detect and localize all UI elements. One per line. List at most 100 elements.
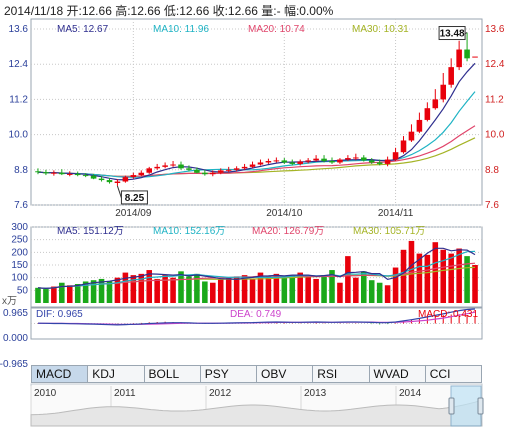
candle-body [440, 84, 447, 100]
extreme-label-box [120, 190, 148, 205]
navigator-left-handle[interactable] [448, 397, 455, 415]
candle-body [35, 171, 41, 173]
volume-bar [43, 289, 49, 303]
tab-obv[interactable]: OBV [257, 366, 314, 382]
volume-unit-label: x万 [2, 296, 17, 307]
volume-bar [273, 273, 280, 303]
dif-line [37, 308, 476, 326]
tab-wvad[interactable]: WVAD [370, 366, 426, 382]
volume-bar [337, 282, 343, 303]
navigator-year-label: 2010 [34, 388, 57, 399]
dif-legend: DIF: 0.965 [36, 309, 83, 320]
candle-body [345, 158, 351, 160]
navigator-year-label: 2014 [399, 388, 422, 399]
dea-legend: DEA: 0.749 [230, 309, 282, 320]
price-tick-label-left: 8.8 [14, 165, 28, 176]
navigator-year-label: 2011 [114, 388, 136, 399]
volume-bar [440, 249, 447, 303]
volume-bar [106, 281, 113, 303]
volume-bar [305, 276, 311, 303]
candle-body [178, 164, 184, 169]
tab-cci[interactable]: CCI [429, 367, 451, 381]
candle-body [353, 157, 359, 159]
price-legend-ma30: MA30: 10.31 [352, 24, 409, 35]
candle-body [66, 173, 73, 175]
volume-bar [424, 254, 431, 303]
price-tick-label-right: 11.2 [485, 94, 504, 105]
volume-bar [472, 265, 478, 303]
volume-tick-label: 300 [11, 222, 28, 233]
tab-boll[interactable]: BOLL [145, 366, 201, 382]
price-tick-label-right: 12.4 [485, 59, 505, 70]
candle-body [416, 119, 423, 132]
candle-body [146, 168, 153, 173]
volume-bar [35, 287, 41, 303]
price-tick-label-left: 7.6 [14, 200, 28, 211]
price-tick-label-right: 8.8 [485, 165, 499, 176]
candle-body [217, 170, 224, 173]
tab-macd[interactable]: MACD [32, 366, 89, 382]
price-tick-label-left: 13.6 [9, 24, 29, 35]
volume-bar [297, 272, 303, 303]
navigator-year-label: 2012 [209, 388, 232, 399]
navigator-range-window[interactable] [450, 385, 482, 427]
candle-body [233, 168, 240, 170]
volume-bar [376, 282, 383, 303]
tab-psy[interactable]: PSY [201, 366, 257, 382]
candle-body [305, 160, 311, 162]
volume-bar [122, 272, 129, 303]
ma5-line [37, 62, 476, 181]
navigator-right-handle[interactable] [477, 397, 484, 415]
volume-bar [74, 284, 81, 303]
volume-bar [360, 271, 367, 303]
volume-bar [321, 275, 327, 303]
extreme-label-box [438, 26, 466, 41]
candle-body [82, 175, 89, 177]
volume-tick-label: 150 [11, 260, 28, 271]
tab-rsi[interactable]: RSI [313, 366, 370, 382]
candle-body [281, 160, 288, 163]
volume-bar [241, 275, 248, 303]
candle-body [130, 175, 137, 178]
volume-bar [345, 256, 351, 303]
candle-body [170, 164, 176, 166]
candle-body [74, 173, 81, 176]
candle-body [90, 175, 97, 179]
candle-body [321, 158, 327, 161]
candle-body [376, 162, 383, 164]
price-legend-ma20: MA20: 10.74 [248, 24, 305, 35]
tab-kdj[interactable]: KDJ [88, 366, 145, 382]
candle-body [194, 169, 200, 173]
navigator-year-label: 2013 [304, 388, 327, 399]
volume-bar [257, 272, 264, 303]
candle-body [186, 168, 192, 170]
volume-bar [98, 278, 105, 303]
candle-body [448, 67, 454, 85]
volume-bar [210, 282, 216, 303]
volume-bar [130, 275, 137, 303]
volume-tick-label: 100 [11, 273, 28, 284]
volume-legend-ma5: MA5: 151.12万 [57, 226, 124, 237]
volume-bar [114, 277, 121, 303]
candle-body [257, 162, 264, 165]
candle-body [384, 159, 391, 164]
price-tick-label-right: 7.6 [485, 200, 499, 211]
candle-body [432, 99, 439, 109]
volume-bar [138, 273, 145, 303]
volume-bar [233, 276, 240, 303]
volume-legend-ma10: MA10: 152.16万 [153, 226, 225, 237]
volume-bar [265, 276, 272, 303]
volume-bar [353, 277, 359, 303]
extreme-value-label: 13.48 [440, 29, 465, 40]
candle-body [313, 158, 319, 161]
extreme-leader-line [116, 185, 122, 199]
quote-header: 2014/11/18 开:12.66 高:12.66 低:12.66 收:12.… [4, 4, 334, 18]
price-panel-frame [30, 18, 483, 206]
candle-body [202, 172, 208, 175]
candle-body [400, 140, 407, 153]
price-legend-ma10: MA10: 11.96 [153, 24, 209, 35]
volume-bar [432, 242, 439, 303]
macd-tick-label: 0.000 [3, 333, 28, 344]
candle-body [98, 178, 105, 181]
